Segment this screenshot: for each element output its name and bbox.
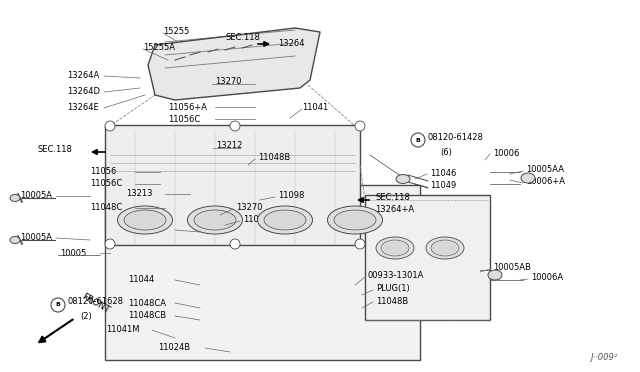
Text: 00933-1301A: 00933-1301A [368, 272, 424, 280]
Text: 10005A: 10005A [20, 234, 52, 243]
Text: 11098: 11098 [278, 192, 305, 201]
Text: (2): (2) [80, 311, 92, 321]
Text: 11048B: 11048B [258, 154, 291, 163]
Bar [105, 125, 360, 245]
Ellipse shape [376, 237, 414, 259]
Text: 11041M: 11041M [106, 326, 140, 334]
Text: 10005AB: 10005AB [493, 263, 531, 273]
Ellipse shape [10, 237, 20, 244]
Text: 11041: 11041 [302, 103, 328, 112]
Text: 11048B: 11048B [376, 298, 408, 307]
Text: 10006+A: 10006+A [526, 177, 565, 186]
Text: FRONT: FRONT [80, 292, 111, 315]
Text: PLUG(1): PLUG(1) [376, 285, 410, 294]
Text: 11056: 11056 [90, 167, 116, 176]
Text: B: B [56, 302, 60, 308]
Text: J··009²: J··009² [591, 353, 618, 362]
Ellipse shape [488, 270, 502, 280]
Text: SEC.118: SEC.118 [375, 192, 410, 202]
Ellipse shape [396, 174, 410, 183]
Circle shape [411, 133, 425, 147]
Ellipse shape [10, 195, 20, 202]
Text: 11056C: 11056C [90, 180, 122, 189]
Text: 11046: 11046 [430, 169, 456, 177]
Bar [365, 195, 490, 320]
Text: 11044: 11044 [243, 215, 269, 224]
Text: 11048C: 11048C [90, 203, 122, 212]
Text: 10006A: 10006A [531, 273, 563, 282]
Ellipse shape [426, 237, 464, 259]
Ellipse shape [521, 173, 535, 183]
Text: 13270: 13270 [236, 203, 262, 212]
Text: 08120-61428: 08120-61428 [428, 134, 484, 142]
Text: 11048CB: 11048CB [128, 311, 166, 321]
Text: 13264E: 13264E [67, 103, 99, 112]
Ellipse shape [188, 206, 243, 234]
Ellipse shape [431, 240, 459, 256]
Ellipse shape [334, 210, 376, 230]
Circle shape [105, 121, 115, 131]
Text: 11044: 11044 [128, 276, 154, 285]
Text: 15255A: 15255A [143, 44, 175, 52]
Text: 11099: 11099 [128, 225, 154, 234]
Bar [105, 185, 420, 360]
Circle shape [230, 121, 240, 131]
Text: 11056C: 11056C [168, 115, 200, 124]
Ellipse shape [328, 206, 383, 234]
Ellipse shape [124, 210, 166, 230]
Text: (6): (6) [440, 148, 452, 157]
Text: SEC.118: SEC.118 [225, 33, 260, 42]
Ellipse shape [264, 210, 306, 230]
Circle shape [355, 121, 365, 131]
Text: 13213: 13213 [126, 189, 152, 199]
Text: 13264: 13264 [278, 39, 305, 48]
Circle shape [230, 239, 240, 249]
Circle shape [51, 298, 65, 312]
Ellipse shape [118, 206, 173, 234]
Text: 08120-61628: 08120-61628 [68, 298, 124, 307]
Text: B: B [415, 138, 420, 142]
Text: 15255: 15255 [163, 28, 189, 36]
Circle shape [355, 239, 365, 249]
Text: SEC.118: SEC.118 [38, 145, 73, 154]
Ellipse shape [257, 206, 312, 234]
Ellipse shape [381, 240, 409, 256]
Text: 11048CA: 11048CA [128, 298, 166, 308]
Text: 13264A: 13264A [67, 71, 99, 80]
Text: 10005A: 10005A [20, 192, 52, 201]
Polygon shape [148, 28, 320, 100]
Text: 10005: 10005 [60, 248, 86, 257]
Text: 11056+A: 11056+A [168, 103, 207, 112]
Ellipse shape [194, 210, 236, 230]
Text: 13212: 13212 [216, 141, 243, 151]
Text: 10005AA: 10005AA [526, 166, 564, 174]
Text: 11024B: 11024B [158, 343, 190, 353]
Text: 11049: 11049 [430, 182, 456, 190]
Text: 13264+A: 13264+A [375, 205, 414, 215]
Text: 13270: 13270 [215, 77, 241, 87]
Text: 13264D: 13264D [67, 87, 100, 96]
Circle shape [105, 239, 115, 249]
Text: 10006: 10006 [493, 148, 520, 157]
